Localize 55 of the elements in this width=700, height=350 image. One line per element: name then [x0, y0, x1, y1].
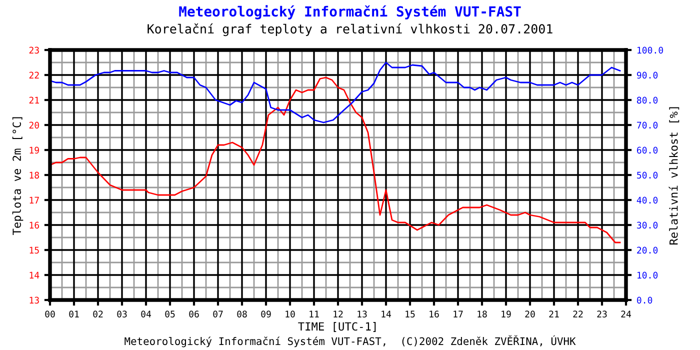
- y2-tick-label: 40.0: [636, 196, 658, 204]
- y-tick-label: 23: [29, 46, 39, 54]
- y-tick-label: 17: [30, 196, 39, 204]
- x-tick-label: 03: [117, 310, 127, 318]
- y-tick-label: 22: [29, 72, 39, 78]
- x-tick-label: 20: [525, 310, 535, 318]
- y-tick-label: 21: [29, 96, 39, 104]
- y2-tick-label: 80.0: [636, 96, 658, 104]
- x-tick-label: 11: [310, 310, 319, 318]
- line-series: [50, 62, 621, 124]
- x-tick-label: 18: [478, 310, 487, 318]
- y-tick-label: 20: [29, 122, 39, 129]
- y-tick-label: 16: [30, 222, 39, 229]
- line-series: [50, 76, 621, 244]
- chart-title: Meteorologický Informační Systém VUT-FAST: [179, 5, 521, 20]
- x-tick-label: 00: [45, 310, 55, 318]
- y2-tick-label: 90.0: [636, 72, 658, 79]
- x-tick-label: 14: [382, 310, 392, 318]
- text: Meteorologický Informační Systém VUT-FAST, (C)2002 Zdeněk ZVĚŘINA, ÚVHK: [124, 335, 576, 348]
- x-tick-label: 24: [621, 310, 632, 318]
- y-tick-label: 19: [30, 146, 39, 154]
- y-axis-title: Teplota ve 2m [°C]: [12, 117, 24, 235]
- x-tick-label: 05: [165, 310, 175, 318]
- y-tick-label: 13: [30, 296, 39, 304]
- chart-subtitle: Korelační graf teploty a relativní vlhkosti 20.07.2001: [148, 23, 552, 36]
- y2-tick-label: 50.0: [637, 172, 658, 179]
- y-tick-label: 14: [30, 272, 40, 278]
- x-tick-label: 04: [141, 310, 152, 318]
- y2-tick-label: 60.0: [637, 146, 658, 154]
- x-tick-label: 12: [334, 310, 343, 318]
- y2-tick-label: 20.0: [637, 246, 658, 254]
- y2-tick-label: 10.0: [638, 272, 658, 279]
- y2-tick-label: 70.0: [637, 122, 658, 129]
- x-tick-label: 01: [69, 310, 79, 318]
- x-tick-label: 13: [358, 310, 367, 318]
- x-tick-label: 23: [597, 310, 607, 318]
- y-tick-label: 18: [30, 172, 40, 179]
- y-tick-label: 15: [30, 246, 39, 254]
- x-tick-label: 08: [237, 310, 247, 318]
- y2-tick-label: 100.0: [638, 46, 664, 54]
- y2-tick-label: 30.0: [637, 222, 658, 229]
- x-tick-label: 07: [213, 310, 223, 318]
- x-tick-label: 22: [573, 310, 583, 318]
- x-tick-label: 10: [286, 310, 295, 318]
- y2-tick-label: 0.0: [637, 296, 652, 304]
- x-tick-label: 16: [430, 310, 439, 318]
- y2-axis-title: Relativní vlhkost [%]: [668, 107, 680, 244]
- x-tick-label: 17: [454, 310, 463, 318]
- x-tick-label: 02: [93, 310, 103, 318]
- x-tick-label: 21: [549, 310, 559, 318]
- x-tick-label: 06: [189, 310, 199, 318]
- x-tick-label: 19: [502, 310, 511, 318]
- x-tick-label: 09: [261, 310, 271, 318]
- x-axis-title: TIME [UTC-1]: [298, 322, 376, 332]
- x-tick-label: 15: [406, 310, 415, 318]
